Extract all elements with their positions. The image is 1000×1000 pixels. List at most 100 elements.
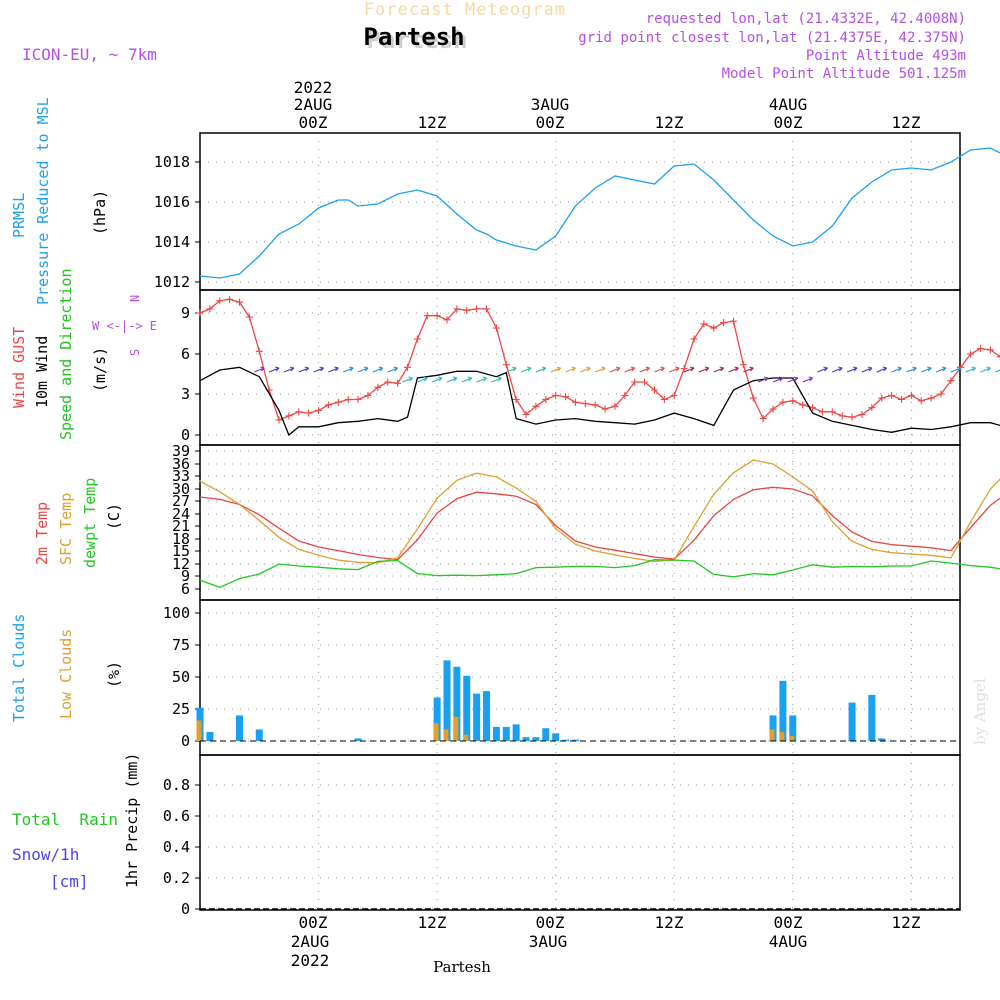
gust-marker — [888, 391, 896, 399]
ytick-label-precipitation: 0 — [181, 900, 190, 918]
gust-marker — [206, 305, 214, 313]
gust-marker — [403, 363, 411, 371]
frame-wind — [199, 289, 961, 446]
gust-marker — [285, 412, 293, 420]
ytick-label-precipitation: 0.8 — [163, 776, 190, 794]
gust-marker — [315, 406, 323, 414]
cloud-bar-1 — [196, 720, 202, 741]
series-sfc-temp — [199, 459, 1000, 564]
gust-marker — [621, 391, 629, 399]
gust-marker — [255, 347, 263, 355]
gust-marker — [749, 394, 757, 402]
wind-direction-arrow — [669, 366, 680, 373]
sfc-marker — [554, 527, 557, 530]
wind-direction-arrow — [698, 366, 710, 373]
snow-name: Snow/1h — [12, 845, 79, 864]
gust-marker — [305, 409, 313, 417]
gust-marker — [907, 391, 915, 399]
series-wind-gust — [199, 298, 1000, 421]
sfc-marker — [199, 480, 201, 483]
ytick-label-temperature: 18 — [172, 530, 190, 548]
cloud-bar-1 — [443, 729, 449, 741]
top-hour-1: 00Z — [299, 113, 328, 132]
bottom-day-1: 2AUG — [291, 932, 330, 951]
total-clouds-name: Total Clouds — [10, 614, 28, 722]
gust-marker — [650, 386, 658, 394]
cloud-bar-0 — [483, 691, 491, 741]
ytick-label-temperature: 27 — [172, 492, 190, 510]
ytick-label-pressure: 1012 — [154, 273, 190, 291]
cloud-bar-0 — [522, 737, 530, 741]
gust-marker — [779, 398, 787, 406]
top-hour-6: 12Z — [892, 113, 921, 132]
gust-marker — [542, 395, 550, 403]
gust-marker — [660, 395, 668, 403]
wind-direction-arrow — [357, 366, 369, 373]
wind-direction-arrow — [417, 376, 428, 383]
wind-direction-arrow — [328, 366, 339, 373]
gust-marker — [601, 405, 609, 413]
gust-marker — [828, 408, 836, 416]
cloud-bar-0 — [206, 732, 214, 741]
wind-direction-arrow — [713, 366, 725, 373]
gust-marker — [858, 411, 866, 418]
top-hour-3: 00Z — [536, 113, 565, 132]
bottom-day-2: 3AUG — [529, 932, 568, 951]
gust-marker — [443, 316, 451, 324]
gust-marker — [463, 306, 471, 314]
wind-direction-arrow — [372, 366, 384, 373]
wind-direction-arrow — [920, 366, 932, 373]
bottom-location: Partesh — [433, 958, 491, 976]
cloud-bar-0 — [354, 738, 362, 741]
wind-direction-arrow — [550, 366, 562, 373]
sfc-marker — [614, 554, 616, 556]
top-hour-2: 12Z — [418, 113, 447, 132]
cloud-bar-0 — [789, 715, 797, 741]
cloud-bar-0 — [463, 675, 471, 741]
cloud-bar-0 — [562, 739, 570, 741]
cloud-bar-0 — [779, 680, 787, 741]
t2m-name: 2m Temp — [33, 502, 51, 565]
wind-direction-arrow — [639, 366, 650, 373]
ytick-label-clouds: 75 — [172, 636, 190, 654]
wind-direction-arrow — [728, 366, 739, 373]
wind-name: 10m Wind — [33, 336, 51, 408]
gust-marker — [710, 324, 718, 332]
wind-direction-arrow — [254, 366, 265, 373]
panel-precipitation: 0 0.2 0.4 0.6 0.8 — [163, 754, 961, 918]
gust-marker — [522, 411, 530, 418]
ytick-label-wind: 3 — [181, 385, 190, 403]
frame-temperature — [199, 444, 961, 601]
wind-direction-arrow — [342, 366, 354, 373]
ytick-label-temperature: 30 — [172, 480, 190, 498]
info-line-3: Point Altitude 493m — [806, 48, 966, 64]
cloud-bar-0 — [542, 728, 550, 741]
gust-marker — [364, 391, 372, 399]
gust-marker — [374, 383, 382, 391]
wind-direction-arrow — [950, 366, 962, 373]
cloud-bar-1 — [779, 732, 785, 741]
sfc-marker — [732, 471, 735, 474]
gust-marker — [838, 412, 846, 420]
wind-direction-arrow — [906, 366, 917, 373]
wind-direction-arrow — [787, 376, 799, 383]
info-line-2: grid point closest lon,lat (21.4375E, 42… — [578, 30, 966, 46]
bottom-hour-3: 00Z — [536, 913, 565, 932]
gust-marker — [769, 405, 777, 413]
wind-direction-arrow — [817, 366, 828, 373]
ytick-label-temperature: 6 — [181, 580, 190, 598]
wind-direction-arrow — [535, 366, 547, 373]
wind-direction-arrow — [876, 366, 888, 373]
gust-marker — [730, 317, 738, 325]
gust-marker — [492, 324, 500, 332]
wind-direction-arrow — [283, 366, 295, 373]
wind-direction-arrow — [476, 376, 487, 383]
gust-marker — [917, 397, 925, 405]
faded-title: Forecast Meteogram — [364, 0, 566, 20]
ytick-label-temperature: 24 — [172, 505, 190, 523]
ytick-label-pressure: 1016 — [154, 193, 190, 211]
gust-marker — [483, 305, 491, 313]
gust-marker — [670, 391, 678, 399]
ytick-label-temperature: 21 — [172, 517, 190, 535]
cloud-bar-0 — [878, 738, 886, 741]
